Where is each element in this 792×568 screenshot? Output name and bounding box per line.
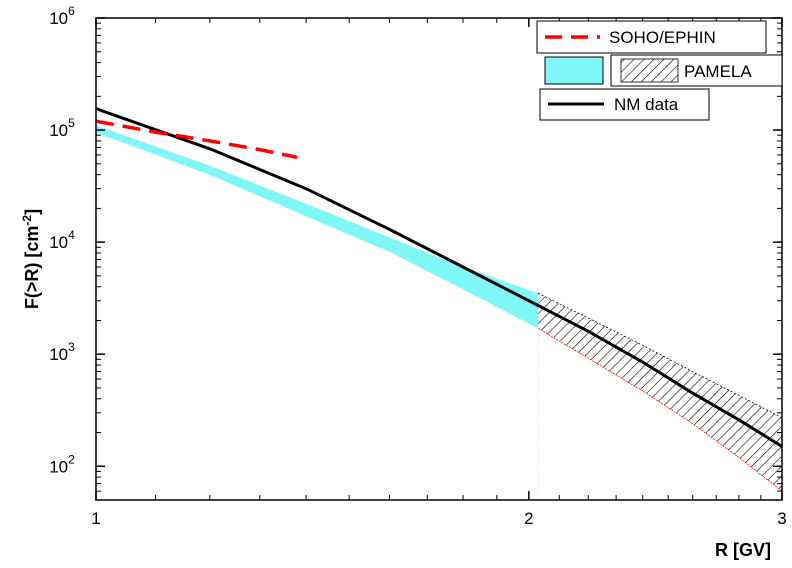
y-tick-base: 10 [49, 457, 68, 476]
y-axis-title-main: F(>R) [cm [22, 226, 42, 310]
y-tick-base: 10 [49, 233, 68, 252]
y-tick-label: 102 [49, 452, 75, 476]
y-tick-label: 105 [49, 116, 75, 140]
y-tick-label: 104 [49, 228, 75, 252]
legend-item-pamela: PAMELA [544, 54, 783, 87]
y-axis-title-exponent: -2 [20, 215, 34, 226]
legend-item-nm: NM data [539, 88, 710, 121]
y-tick-base: 10 [49, 121, 68, 140]
pamela-hatch-upper-edge [537, 292, 782, 419]
y-tick-exponent: 3 [68, 340, 75, 354]
x-axis-title: R [GV] [715, 540, 771, 560]
legend-swatch-pamela-fill [544, 56, 604, 85]
nm-data-line [96, 107, 782, 448]
y-tick-exponent: 6 [68, 4, 75, 18]
y-tick-exponent: 2 [68, 452, 75, 466]
legend-label-pamela: PAMELA [684, 62, 752, 81]
pamela-band-fill [96, 125, 539, 329]
y-axis-title-close: ] [22, 209, 42, 215]
legend-label-soho: SOHO/EPHIN [609, 28, 716, 47]
x-tick-label: 1 [91, 509, 100, 528]
y-tick-exponent: 4 [68, 228, 75, 242]
y-tick-base: 10 [49, 9, 68, 28]
y-axis-title: F(>R) [cm-2] [20, 209, 42, 309]
legend-swatch-pamela-hatch [620, 58, 679, 83]
x-tick-label: 3 [777, 509, 786, 528]
legend-label-nm: NM data [614, 95, 679, 114]
pamela-band-hatch [538, 293, 782, 492]
x-tick-label: 2 [524, 509, 533, 528]
legend-item-soho: SOHO/EPHIN [536, 20, 767, 54]
y-tick-label: 103 [49, 340, 75, 364]
legend: SOHO/EPHIN PAMELA NM data [536, 20, 783, 121]
y-tick-exponent: 5 [68, 116, 75, 130]
y-tick-base: 10 [49, 345, 68, 364]
pamela-hatch-lower-edge [537, 328, 782, 492]
plot-area [96, 107, 782, 500]
soho-ephin-line [96, 119, 298, 160]
y-tick-label: 106 [49, 4, 75, 28]
